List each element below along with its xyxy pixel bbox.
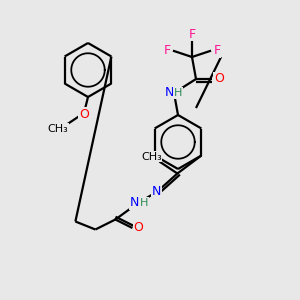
Text: N: N: [130, 196, 139, 209]
Text: F: F: [188, 28, 196, 40]
Text: N: N: [152, 185, 161, 198]
Text: CH₃: CH₃: [48, 124, 68, 134]
Text: H: H: [174, 88, 182, 98]
Text: O: O: [134, 221, 143, 234]
Text: O: O: [79, 107, 89, 121]
Text: O: O: [214, 73, 224, 85]
Text: H: H: [140, 197, 148, 208]
Text: F: F: [164, 44, 171, 58]
Text: CH₃: CH₃: [141, 152, 162, 161]
Text: N: N: [164, 86, 174, 100]
Text: F: F: [213, 44, 220, 58]
